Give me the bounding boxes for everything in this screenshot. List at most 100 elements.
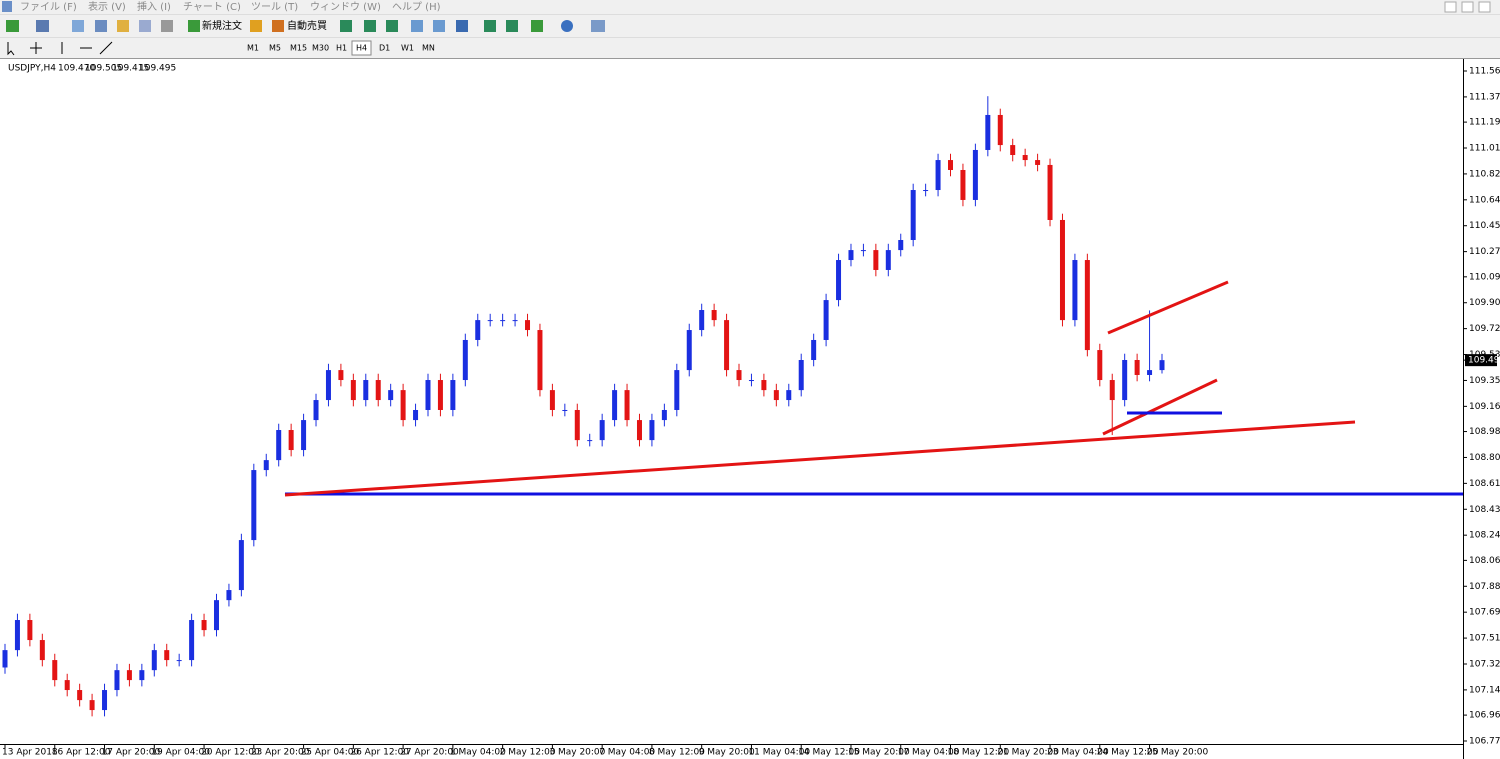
toolbar-button[interactable]: 自動売買 xyxy=(287,19,327,32)
candle-body xyxy=(636,420,642,441)
toolbar-button[interactable]: 新規注文 xyxy=(202,19,242,32)
crosshair-tool[interactable] xyxy=(30,42,42,54)
candle-body xyxy=(301,420,307,451)
quote-value: 109.415 xyxy=(112,64,149,74)
menu-item[interactable]: ツール (T) xyxy=(251,2,298,13)
y-tick-label: 107.325 xyxy=(1469,659,1500,669)
timeframe-button[interactable]: M5 xyxy=(269,44,281,53)
menu-item[interactable]: ファイル (F) xyxy=(20,2,77,13)
icon[interactable] xyxy=(456,20,468,32)
x-tick-label: 27 Apr 20:00 xyxy=(400,748,459,758)
icon[interactable] xyxy=(591,20,605,32)
menu-item[interactable]: チャート (C) xyxy=(183,1,241,13)
candle-body xyxy=(574,409,580,441)
candle-body xyxy=(201,620,207,631)
x-tick-label: 25 Apr 04:00 xyxy=(301,748,360,758)
candle-body xyxy=(761,380,767,391)
y-tick-label: 110.640 xyxy=(1469,195,1500,205)
candle-body xyxy=(748,380,754,382)
timeframe-button[interactable]: D1 xyxy=(379,44,390,53)
icon[interactable] xyxy=(188,20,200,32)
candle-body xyxy=(512,320,518,322)
minimize-button[interactable] xyxy=(1444,1,1457,13)
candle-body xyxy=(102,690,108,711)
x-tick-label: 1 May 04:00 xyxy=(450,748,506,758)
restore-button[interactable] xyxy=(1461,1,1474,13)
quote-value: 109.470 xyxy=(58,64,95,74)
menu-item[interactable]: ヘルプ (H) xyxy=(392,1,441,13)
timeframe-button[interactable]: W1 xyxy=(401,44,414,53)
menu-item[interactable]: 表示 (V) xyxy=(88,0,126,13)
icon[interactable] xyxy=(340,20,352,32)
icon[interactable] xyxy=(411,20,423,32)
icon[interactable] xyxy=(6,20,19,32)
icon[interactable] xyxy=(531,20,543,32)
icon[interactable] xyxy=(161,20,173,32)
y-tick-label: 106.960 xyxy=(1469,711,1500,721)
icon[interactable] xyxy=(506,20,518,32)
x-tick-label: 24 May 12:00 xyxy=(1097,748,1159,758)
candle-body xyxy=(89,700,95,711)
candle-body xyxy=(848,250,854,261)
candle-body xyxy=(935,160,941,191)
quote-value: 109.495 xyxy=(139,64,176,74)
menu-item[interactable]: ウィンドウ (W) xyxy=(310,1,381,13)
candle-body xyxy=(413,409,419,421)
icon[interactable] xyxy=(561,20,573,32)
y-tick-label: 111.375 xyxy=(1469,92,1500,102)
timeframe-button[interactable]: MN xyxy=(422,44,435,53)
candle-body xyxy=(388,390,394,401)
candle-body xyxy=(910,190,916,241)
x-tick-label: 25 May 20:00 xyxy=(1147,748,1209,758)
timeframe-button[interactable]: H1 xyxy=(336,44,347,53)
candle-body xyxy=(985,114,991,150)
candle-body xyxy=(1035,160,1041,165)
icon[interactable] xyxy=(484,20,496,32)
trend-line xyxy=(284,420,1356,497)
timeframe-button[interactable]: H4 xyxy=(356,44,367,53)
candle-body xyxy=(52,660,58,681)
candle-body xyxy=(860,250,866,252)
cursor-tool[interactable] xyxy=(7,42,15,56)
candle-body xyxy=(1109,380,1115,401)
channel-line xyxy=(1107,280,1229,335)
icon[interactable] xyxy=(364,20,376,32)
x-tick-label: 17 May 04:00 xyxy=(898,748,960,758)
line-tools[interactable] xyxy=(61,41,113,55)
x-tick-label: 3 May 20:00 xyxy=(549,748,605,758)
candle-body xyxy=(2,650,8,668)
icon[interactable] xyxy=(72,20,84,32)
menu-item[interactable]: 挿入 (I) xyxy=(137,0,171,13)
candle-body xyxy=(1122,360,1128,401)
icon[interactable] xyxy=(36,20,49,32)
y-tick-label: 109.720 xyxy=(1469,324,1500,334)
candle-body xyxy=(661,409,667,421)
icon[interactable] xyxy=(117,20,129,32)
icon[interactable] xyxy=(386,20,398,32)
y-tick-label: 108.985 xyxy=(1469,427,1500,437)
candle-body xyxy=(251,470,257,541)
candle-body xyxy=(1097,350,1103,381)
candle-body xyxy=(923,190,929,192)
app-icon xyxy=(2,1,12,12)
candle-body xyxy=(997,114,1003,146)
candle-body xyxy=(1134,360,1140,375)
candle-body xyxy=(64,680,70,691)
timeframe-button[interactable]: M1 xyxy=(247,44,259,53)
plot xyxy=(2,96,1165,717)
icon[interactable] xyxy=(272,20,284,32)
icon[interactable] xyxy=(95,20,107,32)
candle-body xyxy=(786,390,792,401)
icon[interactable] xyxy=(139,20,151,32)
candle-body xyxy=(836,260,842,301)
timeframe-button[interactable]: M15 xyxy=(290,44,307,53)
drawn-objects xyxy=(284,280,1463,497)
timeframe-button[interactable]: M30 xyxy=(312,44,329,53)
candle-body xyxy=(363,380,369,401)
icon[interactable] xyxy=(250,20,262,32)
close-button[interactable] xyxy=(1478,1,1491,13)
icon[interactable] xyxy=(433,20,445,32)
candle-body xyxy=(338,370,344,381)
candle-body xyxy=(139,670,145,681)
